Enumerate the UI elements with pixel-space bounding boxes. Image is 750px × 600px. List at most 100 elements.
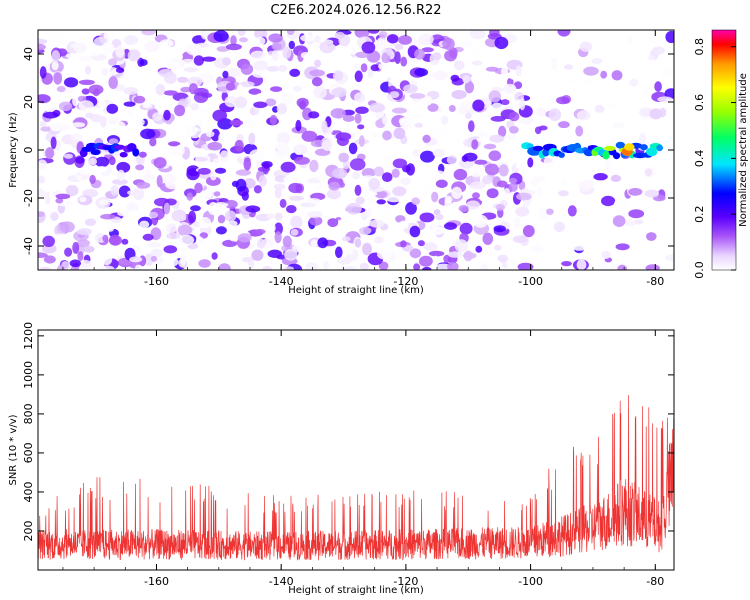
heatmap-cell [152,112,163,121]
heatmap-cell [274,231,282,244]
heatmap-cell [264,98,277,107]
x-tick-label: -120 [393,575,418,588]
heatmap-cell [107,222,115,232]
heatmap-cell [106,103,119,114]
heatmap-cell [389,91,400,99]
heatmap-cell [266,213,275,220]
heatmap-cell [494,244,502,251]
colorbar-ticks: 0.0 0.2 0.4 0.6 0.8 [693,38,736,279]
heatmap-cell [41,185,58,193]
heatmap-cell [168,154,183,167]
heatmap-cell [305,262,319,270]
heatmap-cell [651,34,660,44]
heatmap-cell [387,138,401,147]
heatmap-cell [180,58,196,65]
heatmap-cell [229,119,244,126]
heatmap-cell [286,205,297,214]
heatmap-cell [464,80,475,94]
heatmap-cell [163,109,171,121]
heatmap-cell [644,189,660,198]
heatmap-cell [617,264,627,270]
heatmap-cell [495,263,503,270]
heatmap-cell [162,173,177,186]
heatmap-cell [42,111,59,119]
heatmap-cell [393,127,406,140]
heatmap-cell [326,189,342,200]
heatmap-cell [235,178,247,192]
heatmap-cell [378,211,393,219]
heatmap-cell [163,90,178,96]
heatmap-cell [144,41,159,53]
heatmap-cell [420,150,435,163]
heatmap-cell [332,168,348,179]
heatmap-cell [486,188,499,199]
heatmap-cell [166,232,181,240]
heatmap-cell [314,59,322,68]
heatmap-cell [512,235,528,243]
heatmap-cell [646,232,657,241]
heatmap-cell [335,219,351,232]
heatmap-cell [88,158,98,165]
heatmap-cell [405,202,417,215]
heatmap-cell [403,84,418,94]
heatmap-cell [197,167,211,175]
spectrogram-panel: -160 -140 -120 -100 -80 -40 -20 0 20 40 Height o… [8,29,675,296]
heatmap-cell [51,50,61,62]
heatmap-cell [79,196,87,203]
heatmap-cell [203,188,213,198]
heatmap-cell [266,65,280,72]
heatmap-cell [531,244,544,254]
heatmap-cell [253,60,269,72]
heatmap-cell [409,248,422,259]
heatmap-cell [516,192,532,201]
heatmap-cell [308,111,320,119]
heatmap-cell [121,238,129,245]
heatmap-cell [124,35,139,45]
heatmap-cell [556,96,570,105]
heatmap-cell [280,161,296,173]
heatmap-cell [244,118,256,129]
heatmap-cell [52,34,69,44]
heatmap-cell [206,176,221,186]
heatmap-cell [99,265,115,270]
heatmap-cell [127,127,138,134]
heatmap-cell [81,88,90,95]
heatmap-cell [561,261,572,267]
heatmap-cell [299,83,312,89]
heatmap-cell [118,185,131,198]
heatmap-cell [217,214,226,224]
heatmap-cell [480,263,489,270]
heatmap-cell [227,49,244,59]
heatmap-peak-cell [532,145,544,151]
heatmap-cell [421,47,434,53]
heatmap-cell [335,246,343,259]
heatmap-cell [76,239,90,248]
heatmap-cell [477,136,493,144]
heatmap-cell [44,255,56,264]
heatmap-cell [493,225,506,233]
heatmap-cell [448,105,456,112]
heatmap-cell [108,138,119,145]
heatmap-cell [309,159,319,173]
heatmap-cell [654,81,662,92]
heatmap-cell [39,66,47,79]
heatmap-cell [414,48,425,60]
heatmap-cell [213,158,220,164]
heatmap-cell [109,234,121,246]
heatmap-cell [55,197,64,204]
heatmap-cell [104,67,120,76]
heatmap-cell [163,202,171,215]
heatmap-cell [515,65,522,77]
heatmap-cell [365,207,372,217]
heatmap-cell [665,30,674,44]
heatmap-cell [234,96,248,109]
heatmap-cell [85,112,94,119]
y-tick-label: 600 [22,442,35,463]
heatmap-cell [51,60,59,71]
heatmap-cell [71,122,86,128]
heatmap-cell [39,266,51,270]
heatmap-cell [38,38,48,45]
heatmap-cell [601,195,616,207]
y-tick-label: 1200 [22,322,35,350]
heatmap-cell [127,49,141,62]
